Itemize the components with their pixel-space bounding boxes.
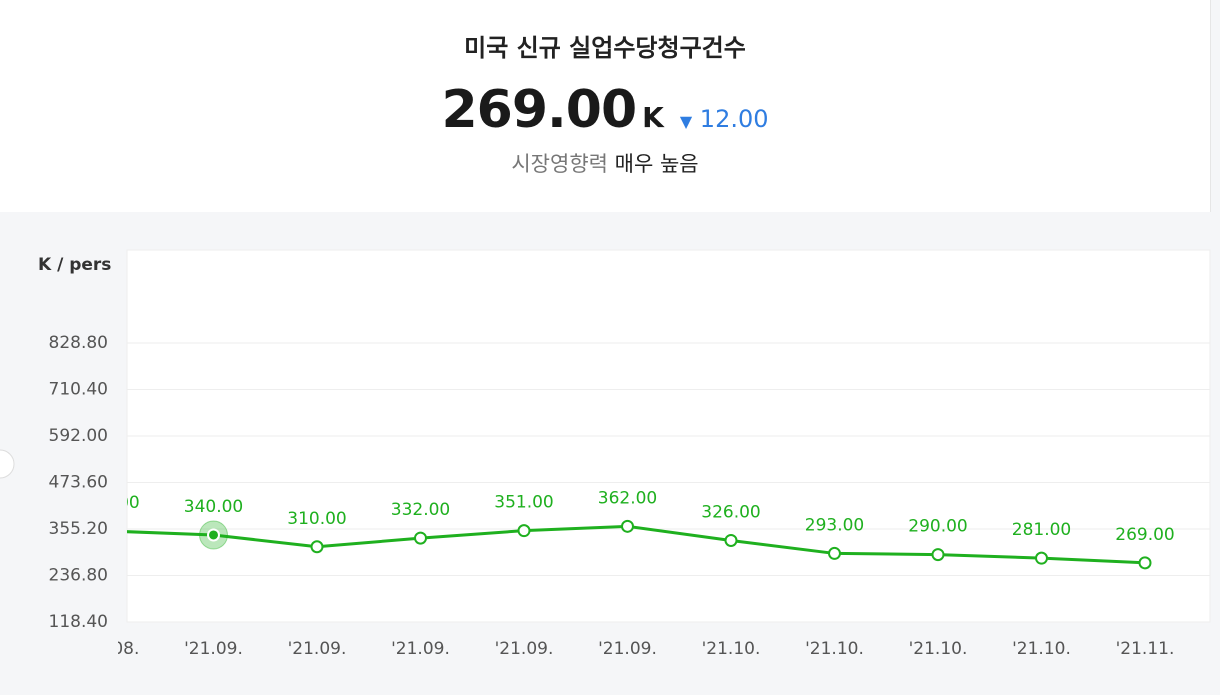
- point: [517, 524, 531, 538]
- x-tick-label: '21.10.: [1012, 639, 1071, 659]
- point: [724, 533, 738, 547]
- point: [1035, 551, 1048, 565]
- change-value: 12.00: [699, 105, 769, 133]
- side-tab[interactable]: [0, 449, 15, 479]
- point: [207, 528, 220, 542]
- x-tick-label: '21.09.: [184, 639, 243, 659]
- value-label: 281.00: [1012, 520, 1071, 540]
- x-tick-label: '21.08.: [81, 639, 140, 659]
- value-label: 290.00: [908, 517, 967, 537]
- title: 미국 신규 실업수당청구건수: [464, 34, 746, 62]
- x-tick-label: '21.09.: [288, 639, 347, 659]
- value-label: 310.00: [287, 509, 346, 529]
- x-tick-label: '21.09.: [391, 639, 450, 659]
- value-label: 293.00: [805, 515, 864, 535]
- point: [621, 519, 634, 533]
- x-tick-label: '21.10.: [909, 639, 968, 659]
- x-tick-label: '21.09.: [598, 639, 657, 659]
- unit: K: [642, 101, 664, 134]
- y-tick-label: 355.20: [49, 519, 108, 539]
- x-tick-label: '21.11.: [1116, 639, 1175, 659]
- y-tick-label: 592.00: [49, 426, 108, 446]
- point: [1138, 556, 1152, 570]
- point: [414, 531, 427, 545]
- value-label: 326.00: [701, 502, 760, 522]
- point: [828, 546, 841, 560]
- y-tick-label: 828.80: [49, 333, 108, 353]
- value-label: 350.00: [80, 493, 139, 513]
- y-tick-label: 710.40: [49, 380, 108, 400]
- value-row: 269.00 K ▼ 12.00: [0, 80, 1210, 140]
- value-label: 332.00: [391, 500, 450, 520]
- value-label: 362.00: [598, 488, 657, 508]
- value-label: 340.00: [184, 497, 243, 517]
- point: [310, 540, 324, 554]
- y-tick-label: 118.40: [49, 612, 108, 632]
- x-tick-label: '21.10.: [805, 639, 864, 659]
- chart: K / pers 118.40 236.80 355.20 473.60 592.00 7…: [0, 212, 1220, 695]
- value-label: 269.00: [1115, 525, 1174, 545]
- y-unit: K / pers: [38, 255, 111, 275]
- impact: 시장영향력 매우 높음: [0, 148, 1210, 178]
- x-tick-label: '21.09.: [495, 639, 554, 659]
- header: 미국 신규 실업수당청구건수 269.00 K ▼ 12.00 시장영향력 매우…: [0, 0, 1211, 212]
- current-value: 269.00: [441, 80, 637, 140]
- impact-value: 매우 높음: [614, 152, 699, 176]
- change: ▼ 12.00: [679, 105, 769, 133]
- y-tick-label: 473.60: [49, 473, 108, 493]
- point: [931, 548, 945, 562]
- value-label: 351.00: [494, 493, 553, 513]
- y-tick-label: 236.80: [49, 566, 108, 586]
- x-tick-label: '21.10.: [702, 639, 761, 659]
- impact-label: 시장영향력: [511, 152, 608, 176]
